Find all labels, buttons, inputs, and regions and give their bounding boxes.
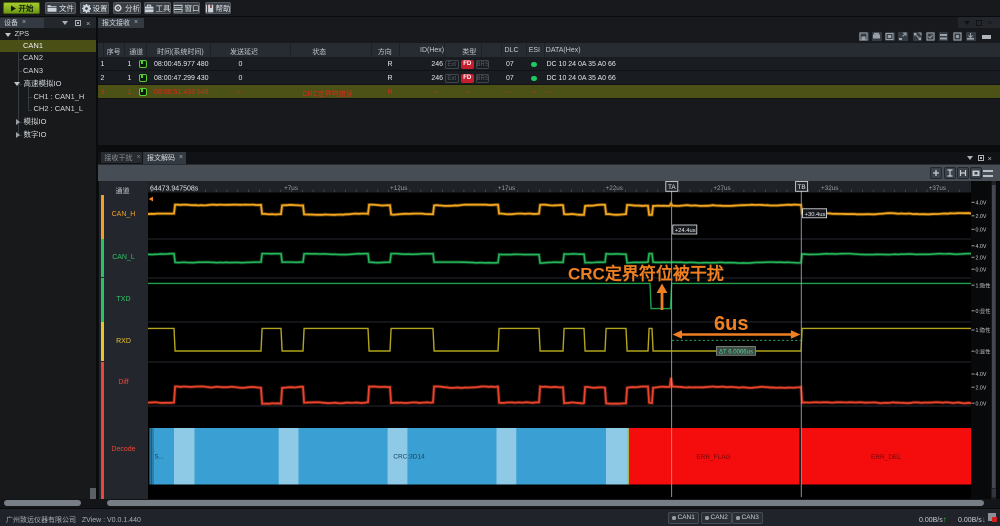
svg-text:TA: TA — [668, 184, 676, 191]
svg-text:+17us: +17us — [498, 185, 515, 192]
svg-text:+30.4us: +30.4us — [805, 212, 826, 218]
svg-text:4.0V: 4.0V — [976, 201, 987, 207]
svg-text:2.0V: 2.0V — [976, 385, 987, 391]
svg-text:CRC:3D14: CRC:3D14 — [393, 454, 425, 461]
svg-text:+22us: +22us — [606, 185, 623, 192]
svg-text:1:隐性: 1:隐性 — [976, 281, 992, 289]
svg-text:64473.947508s: 64473.947508s — [150, 186, 199, 193]
svg-text:+32us: +32us — [821, 185, 838, 192]
svg-text:0:显性: 0:显性 — [976, 307, 992, 315]
svg-text:ERR_DEL: ERR_DEL — [871, 454, 901, 461]
svg-text:+37us: +37us — [929, 185, 946, 192]
svg-text:TB: TB — [798, 184, 806, 191]
svg-text:1:隐性: 1:隐性 — [976, 326, 992, 334]
svg-text:+24.4us: +24.4us — [675, 228, 696, 234]
svg-text:0:显性: 0:显性 — [976, 347, 992, 355]
svg-text:S...: S... — [155, 455, 164, 461]
svg-text:+7us: +7us — [284, 185, 298, 192]
svg-text:2.0V: 2.0V — [976, 256, 987, 262]
svg-text:4.0V: 4.0V — [976, 372, 987, 378]
svg-text:+27us: +27us — [713, 185, 730, 192]
svg-text:6us: 6us — [714, 313, 748, 335]
svg-text:+12us: +12us — [390, 185, 407, 192]
svg-text:ΔT 6.0066us: ΔT 6.0066us — [719, 349, 753, 355]
svg-text:0.0V: 0.0V — [976, 228, 987, 234]
svg-text:0.0V: 0.0V — [976, 401, 987, 407]
svg-text:CRC定界符位被干扰: CRC定界符位被干扰 — [568, 264, 724, 284]
svg-text:4.0V: 4.0V — [976, 244, 987, 250]
svg-text:0.0V: 0.0V — [976, 267, 987, 273]
svg-text:2.0V: 2.0V — [976, 214, 987, 220]
svg-text:ERR_FLAG: ERR_FLAG — [696, 454, 730, 461]
